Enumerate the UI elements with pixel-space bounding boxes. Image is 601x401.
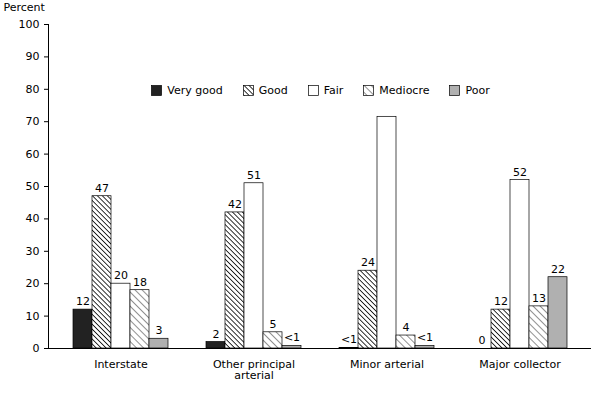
html-text:Good: Good (258, 84, 288, 97)
svg-text:2: 2 (213, 328, 220, 341)
svg-text:Other principalarterial: Other principalarterial (213, 358, 295, 382)
svg-text:51: 51 (247, 169, 261, 182)
svg-text:<1: <1 (284, 331, 300, 344)
svg-text:Minor arterial: Minor arterial (350, 358, 424, 371)
svg-text:Interstate: Interstate (94, 358, 148, 371)
svg-text:10: 10 (26, 310, 40, 323)
svg-text:Major collector: Major collector (479, 358, 561, 371)
svg-text:90: 90 (26, 50, 40, 63)
html-text:Fair: Fair (323, 84, 344, 97)
html-text:Very good: Very good (167, 84, 223, 97)
svg-text:12: 12 (76, 295, 90, 308)
svg-text:50: 50 (26, 180, 40, 193)
svg-text:22: 22 (551, 263, 565, 276)
svg-text:<1: <1 (417, 331, 433, 344)
svg-text:40: 40 (26, 212, 40, 225)
svg-text:4: 4 (403, 321, 410, 334)
svg-text:60: 60 (26, 148, 40, 161)
svg-text:24: 24 (361, 256, 375, 269)
svg-text:12: 12 (494, 295, 508, 308)
svg-text:<1: <1 (341, 333, 357, 346)
svg-text:0: 0 (33, 342, 40, 355)
svg-text:5: 5 (270, 318, 277, 331)
svg-text:20: 20 (26, 277, 40, 290)
svg-text:47: 47 (95, 182, 109, 195)
svg-text:20: 20 (114, 269, 128, 282)
svg-text:30: 30 (26, 245, 40, 258)
svg-text:42: 42 (228, 198, 242, 211)
svg-text:3: 3 (156, 324, 163, 337)
svg-text:Percent: Percent (4, 1, 46, 14)
svg-text:52: 52 (513, 166, 527, 179)
svg-text:18: 18 (133, 276, 147, 289)
svg-text:0: 0 (479, 334, 486, 347)
svg-text:100: 100 (19, 18, 40, 31)
svg-text:70: 70 (26, 115, 40, 128)
svg-text:13: 13 (532, 292, 546, 305)
svg-text:80: 80 (26, 83, 40, 96)
html-text:Poor: Poor (465, 84, 490, 97)
html-text:Mediocre: Mediocre (379, 84, 430, 97)
